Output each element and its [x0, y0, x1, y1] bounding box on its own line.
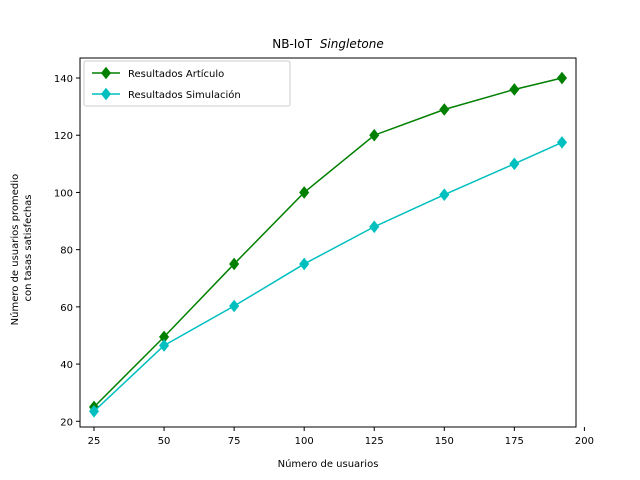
y-tick-label: 80 [60, 246, 73, 257]
chart-title: NB-IoT Singletone [272, 37, 384, 51]
x-tick-label: 75 [228, 436, 241, 447]
series-1-point [229, 257, 240, 271]
y-tick-label: 120 [54, 131, 73, 142]
plot-marks [88, 71, 568, 418]
y-axis-label-line1: Número de usuarios promedio [9, 174, 21, 325]
series-1-point [509, 83, 520, 96]
y-tick-label: 60 [60, 303, 73, 314]
plot-frame [79, 57, 577, 428]
x-tick-label: 200 [575, 436, 594, 447]
series-2-point [509, 157, 520, 171]
x-tick-label: 100 [295, 436, 314, 447]
series-2-point [299, 257, 310, 271]
x-axis: 25 50 75 100 125 150 175 200 [88, 427, 594, 447]
series-2-point [369, 220, 380, 234]
series-2-point [229, 299, 240, 313]
legend: Resultados Artículo Resultados Simulación [83, 60, 291, 107]
legend-label-2: Resultados Simulación [128, 89, 241, 101]
series-1-point [299, 186, 310, 199]
x-tick-label: 175 [505, 436, 524, 447]
y-axis-label-line2: con tasas satisfechas [23, 194, 34, 301]
x-axis-label: Número de usuarios [278, 458, 379, 470]
legend-marker-1 [100, 66, 112, 80]
x-tick-label: 150 [435, 436, 454, 447]
chart-title-italic: Singletone [320, 37, 384, 51]
x-tick-label: 50 [158, 436, 171, 447]
y-axis-label: Número de usuarios promedio con tasas sa… [9, 171, 34, 326]
legend-label-1: Resultados Artículo [128, 68, 224, 80]
x-tick-label: 125 [365, 436, 384, 447]
y-tick-label: 20 [60, 417, 73, 428]
y-axis: 20 40 60 80 100 120 140 [54, 74, 80, 428]
legend-marker-2 [100, 87, 112, 101]
y-tick-label: 100 [54, 188, 73, 199]
x-tick-label: 25 [88, 436, 101, 447]
y-tick-label: 40 [60, 360, 73, 371]
y-tick-label: 140 [54, 74, 73, 85]
series-2-point [556, 136, 568, 149]
chart-title-main: NB-IoT [272, 37, 312, 51]
series-2-point [88, 404, 100, 418]
series-line-1 [93, 77, 563, 408]
series-1-point [439, 103, 450, 116]
series-2-point [159, 339, 170, 352]
series-2-point [439, 188, 450, 202]
series-1-point [369, 128, 380, 142]
legend-box [83, 60, 291, 107]
series-line-2 [93, 141, 563, 412]
series-1-point [556, 71, 568, 85]
svg-text:NB-IoT Singletone: NB-IoT Singletone [272, 37, 384, 51]
